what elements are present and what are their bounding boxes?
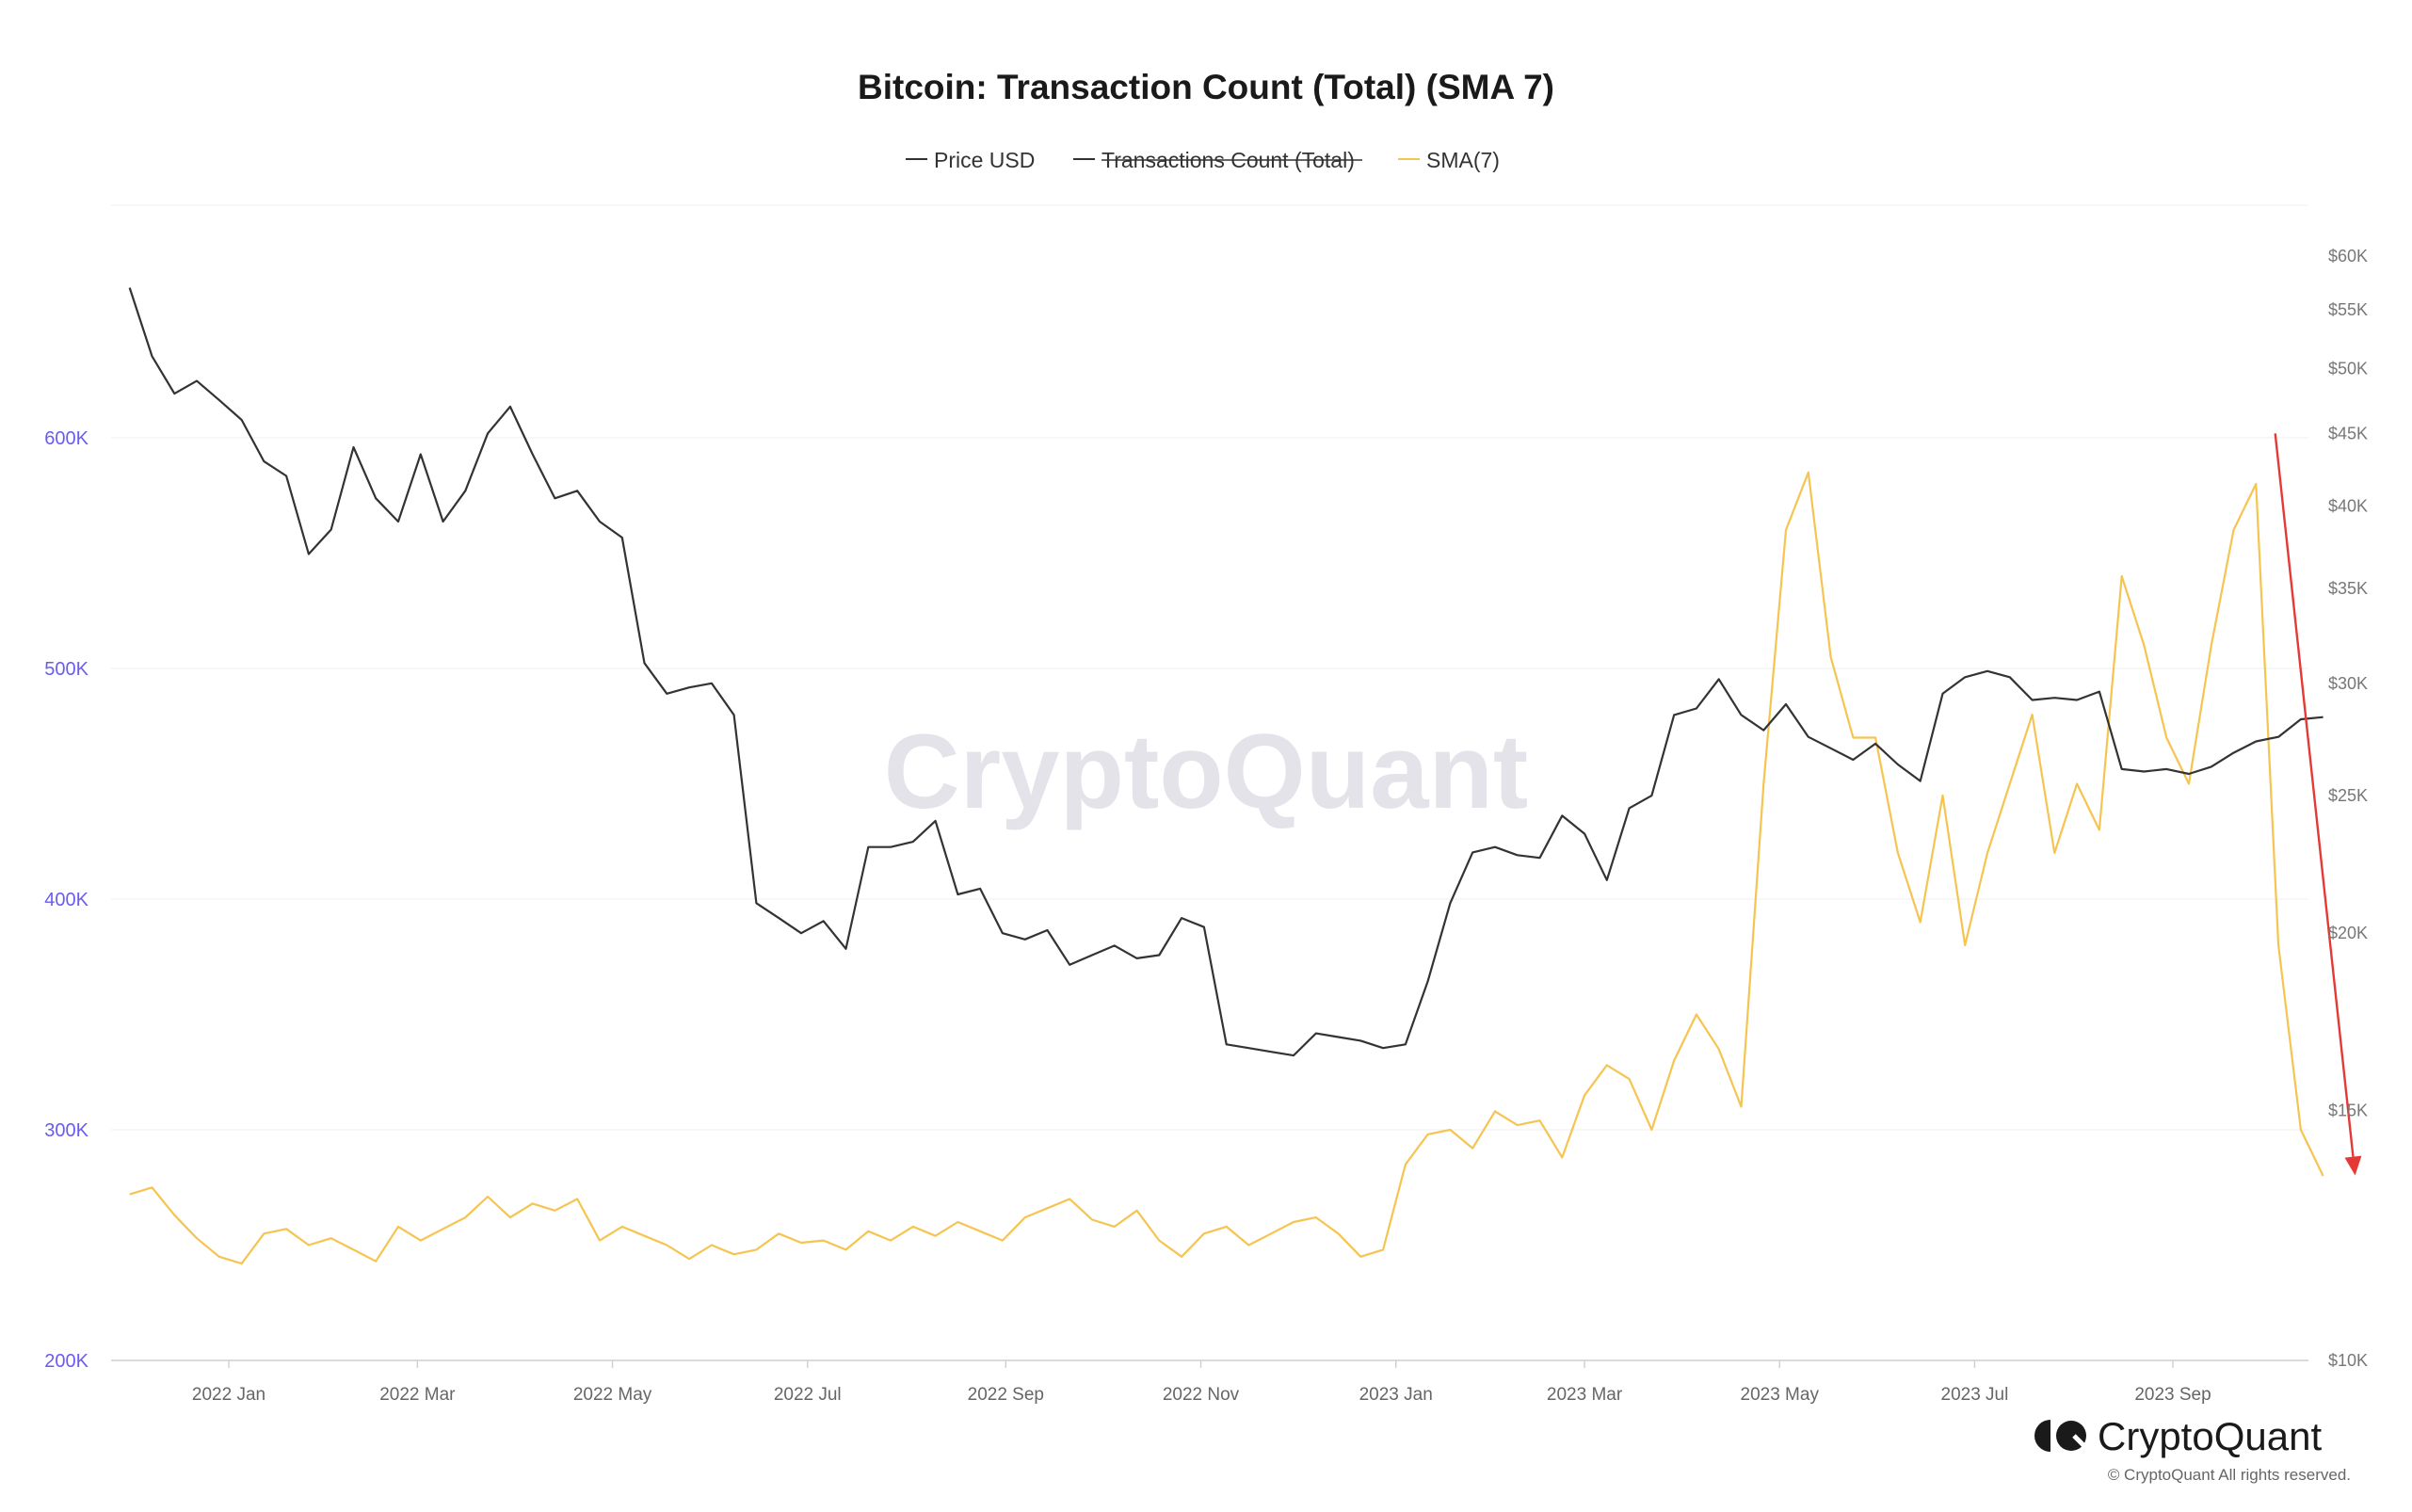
y-left-tick-label: 400K	[44, 890, 88, 910]
y-left-tick-label: 300K	[44, 1120, 88, 1141]
annotation-arrow-head	[2344, 1155, 2362, 1176]
x-tick-label: 2023 May	[1741, 1385, 1820, 1405]
chart-title: Bitcoin: Transaction Count (Total) (SMA …	[858, 68, 1554, 106]
x-tick-label: 2023 Sep	[2134, 1385, 2211, 1405]
x-axis: 2022 Jan 2022 Mar 2022 May 2022 Jul 2022 Sep…	[192, 1360, 2211, 1405]
x-tick-label: 2023 Jan	[1359, 1385, 1433, 1405]
y-right-tick-label: $30K	[2328, 674, 2368, 693]
brand-name: CryptoQuant	[2098, 1414, 2322, 1458]
y-right-tick-label: $60K	[2328, 247, 2368, 265]
y-right-tick-label: $55K	[2328, 300, 2368, 319]
plot-area	[128, 287, 2362, 1265]
x-tick-label: 2022 May	[573, 1385, 652, 1405]
y-left-tick-label: 500K	[44, 659, 88, 680]
brand-logo: CryptoQuant	[2034, 1414, 2322, 1458]
x-tick-label: 2023 Mar	[1547, 1385, 1623, 1405]
y-left-tick-label: 200K	[44, 1351, 88, 1372]
y-right-tick-label: $20K	[2328, 924, 2368, 942]
gridlines	[111, 204, 2308, 1361]
x-tick-label: 2022 Sep	[968, 1385, 1044, 1405]
x-tick-label: 2023 Jul	[1941, 1385, 2009, 1405]
series-line-sma7	[129, 471, 2324, 1265]
y-right-tick-label: $25K	[2328, 786, 2368, 805]
x-tick-label: 2022 Mar	[379, 1385, 456, 1405]
x-tick-label: 2022 Nov	[1163, 1385, 1240, 1405]
y-right-tick-label: $40K	[2328, 496, 2368, 515]
y-left-tick-label: 600K	[44, 428, 88, 449]
y-right-tick-label: $10K	[2328, 1351, 2368, 1370]
legend: Price USD Transactions Count (Total) SMA…	[906, 148, 1500, 172]
legend-item-price[interactable]: Price USD	[906, 148, 1035, 172]
annotation-arrow-shaft	[2274, 433, 2355, 1157]
copyright-text: © CryptoQuant All rights reserved.	[2108, 1466, 2351, 1484]
y-right-tick-label: $45K	[2328, 424, 2368, 442]
series-line-price-usd	[128, 287, 2324, 1057]
legend-label-price: Price USD	[934, 148, 1035, 172]
y-right-tick-label: $50K	[2328, 359, 2368, 378]
x-tick-label: 2022 Jul	[774, 1385, 842, 1405]
legend-item-sma[interactable]: SMA(7)	[1398, 148, 1500, 172]
y-right-tick-label: $35K	[2328, 579, 2368, 598]
watermark: CryptoQuant	[884, 713, 1528, 830]
legend-item-transactions[interactable]: Transactions Count (Total)	[1073, 148, 1362, 172]
x-tick-label: 2022 Jan	[192, 1385, 265, 1405]
cryptoquant-logo-icon	[2034, 1420, 2089, 1452]
y-right-tick-label: $15K	[2328, 1102, 2368, 1120]
y-axis-right: $10K $15K $20K $25K $30K $35K $40K $45K $50K $55K…	[2328, 247, 2368, 1370]
legend-label-sma: SMA(7)	[1426, 148, 1500, 172]
y-axis-left: 200K 300K 400K 500K 600K	[44, 428, 88, 1372]
